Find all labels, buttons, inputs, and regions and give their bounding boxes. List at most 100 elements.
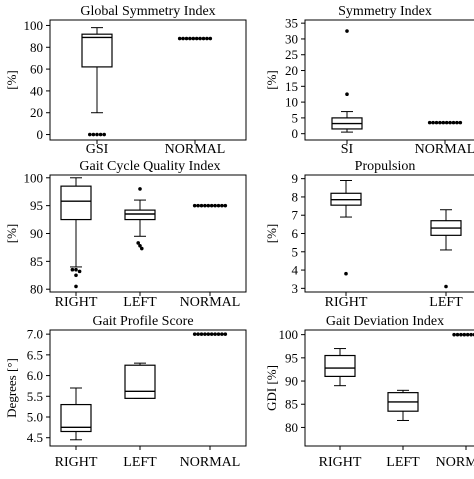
plot-frame [49,19,247,141]
y-tick-label: 100 [24,170,44,185]
y-tick-label: 20 [30,105,43,120]
outlier-point [209,332,214,336]
y-tick-label: 60 [30,62,43,77]
outlier-point [91,132,96,137]
outlier-point [213,203,217,208]
y-tick-label: 15 [285,79,298,94]
x-category-label: RIGHT [55,295,98,310]
outlier-point [434,120,439,125]
outlier-point [177,36,182,41]
outlier-point [459,332,463,337]
x-category-label: LEFT [123,295,157,310]
outlier-point [206,332,211,336]
outlier-point [77,269,82,274]
y-tick-label: 80 [285,420,298,435]
outlier-point [444,284,448,289]
chart-title: Gait Profile Score [92,314,193,329]
y-tick-label: 6.0 [27,368,43,383]
outlier-point [452,332,456,337]
y-tick-label: 5.5 [27,389,43,404]
outlier-point [441,120,446,125]
y-tick-label: 85 [285,397,298,412]
outlier-point [74,267,78,272]
plot-frame [304,19,474,141]
y-axis-label: [%] [264,224,279,244]
outlier-point [181,36,185,41]
y-tick-label: 6 [292,226,299,241]
x-category-label: LEFT [429,295,463,310]
outlier-point [136,241,140,245]
y-tick-label: 3 [292,281,299,296]
outlier-point [95,132,99,137]
outlier-point [465,332,470,337]
x-category-label: RIGHT [319,455,362,470]
outlier-point [184,36,189,41]
y-tick-label: 35 [285,16,298,31]
chart-panel: Gait Deviation Index GDI [%] 80 85 90 95 100 RI… [264,314,474,470]
y-axis-label: [%] [4,70,19,90]
chart-title: Global Symmetry Index [80,4,215,19]
y-tick-label: 9 [292,171,299,186]
outlier-point [462,332,467,337]
x-category-label: SI [341,142,354,157]
outlier-point [208,36,213,41]
y-tick-label: 80 [30,40,43,55]
outlier-point [438,120,442,125]
outlier-point [198,36,202,41]
outlier-point [223,203,228,208]
x-category-label: LEFT [386,455,420,470]
y-tick-label: 5 [292,244,299,259]
x-category-label: RIGHT [325,295,368,310]
box-iqr [124,209,156,221]
y-tick-label: 6.5 [27,347,43,362]
chart-panel: Gait Profile Score Degrees [°] 4.5 5.0 5.5 6.… [4,314,247,470]
outlier-point [192,332,197,336]
y-tick-label: 7 [292,208,299,223]
y-axis-label: [%] [4,224,19,244]
box-iqr [60,185,92,221]
outlier-point [216,203,221,208]
y-tick-label: 0 [292,126,299,141]
outlier-point [220,332,224,336]
outlier-point [188,36,192,41]
y-axis-label: [%] [264,70,279,90]
y-tick-label: 0 [37,127,44,142]
y-tick-label: 7.0 [27,327,43,342]
y-tick-label: 90 [285,374,298,389]
x-category-label: GSI [86,142,109,157]
outlier-point [345,29,349,33]
outlier-point [431,120,435,125]
y-tick-label: 95 [285,350,298,365]
outlier-point [444,120,449,125]
outlier-point [88,132,92,137]
y-tick-label: 25 [285,47,298,62]
outlier-point [205,36,209,41]
y-tick-label: 40 [30,83,43,98]
y-tick-label: 90 [30,226,43,241]
x-category-label: RIGHT [55,455,98,470]
outlier-point [223,332,228,336]
outlier-point [206,203,211,208]
y-tick-label: 85 [30,254,43,269]
x-category-label: NORMAL [180,455,241,470]
chart-title: Gait Deviation Index [326,314,444,329]
outlier-point [455,120,459,125]
outlier-point [196,203,200,208]
chart-panel: Propulsion [%] 3 4 5 6 7 8 9 RIGHT LEFT [264,159,474,310]
plot-frame [304,329,474,447]
y-tick-label: 95 [30,198,43,213]
y-tick-label: 20 [285,63,298,78]
x-category-label: NORMAL [436,455,474,470]
box-iqr [81,33,113,68]
chart-title: Gait Cycle Quality Index [79,159,220,174]
outlier-point [192,203,197,208]
plot-frame [49,329,247,447]
outlier-point [201,36,206,41]
outlier-point [213,332,217,336]
outlier-point [138,187,142,191]
outlier-point [469,332,473,337]
y-tick-label: 10 [285,95,298,110]
